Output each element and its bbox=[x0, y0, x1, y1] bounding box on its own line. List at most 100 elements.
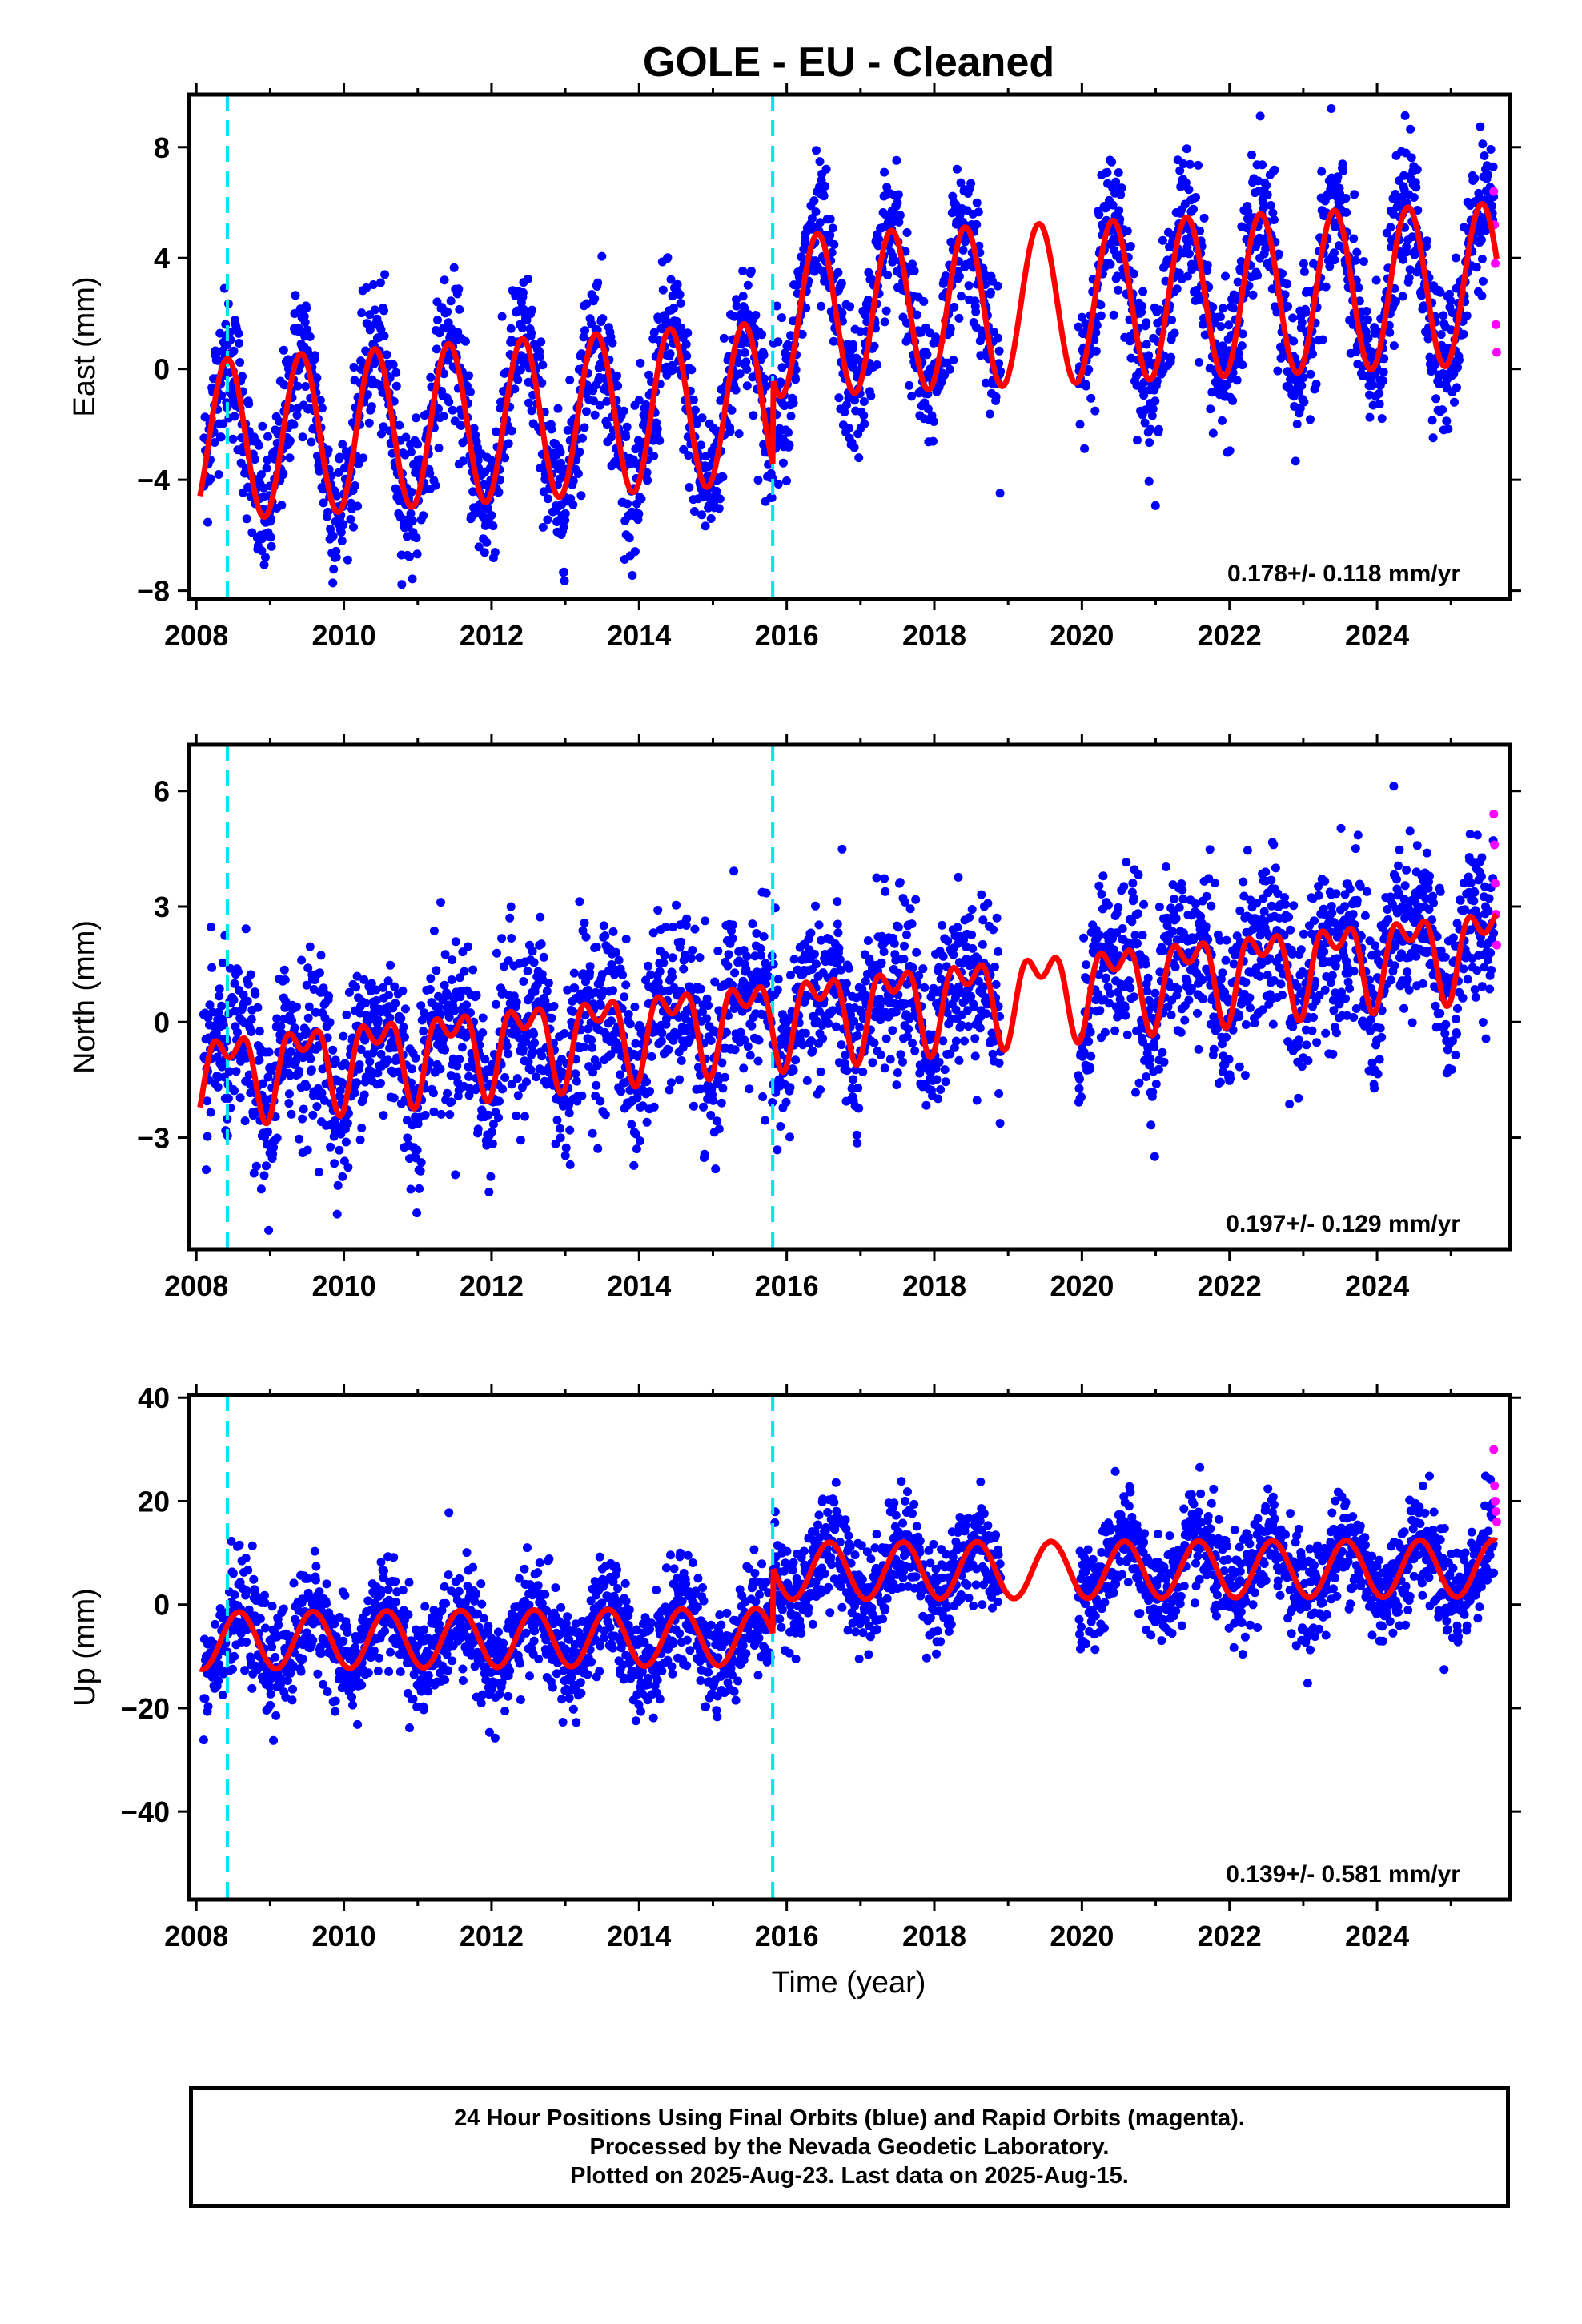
data-point bbox=[446, 296, 456, 306]
data-point bbox=[1446, 325, 1456, 335]
data-point bbox=[206, 1108, 215, 1117]
data-point bbox=[664, 1045, 673, 1055]
data-point bbox=[616, 1070, 625, 1080]
data-point bbox=[729, 866, 739, 876]
data-point bbox=[991, 392, 1001, 401]
data-point bbox=[893, 1068, 902, 1077]
data-point bbox=[529, 1030, 539, 1039]
data-point bbox=[413, 1119, 423, 1128]
data-point bbox=[1142, 340, 1151, 349]
data-point bbox=[801, 304, 811, 313]
data-point bbox=[854, 1104, 864, 1113]
data-point bbox=[623, 499, 632, 509]
data-point bbox=[234, 967, 243, 976]
data-point bbox=[298, 432, 307, 442]
data-point bbox=[580, 326, 589, 336]
data-point bbox=[978, 939, 987, 949]
data-point bbox=[960, 1036, 969, 1046]
data-point bbox=[1266, 201, 1275, 210]
data-point bbox=[343, 1108, 353, 1118]
data-point bbox=[934, 963, 944, 972]
data-point bbox=[1208, 303, 1218, 312]
data-point bbox=[426, 372, 436, 382]
data-point bbox=[532, 1072, 541, 1082]
data-point bbox=[379, 1111, 388, 1120]
data-point bbox=[908, 1039, 917, 1048]
data-point bbox=[643, 476, 652, 485]
data-point bbox=[740, 304, 749, 313]
data-point bbox=[344, 987, 354, 997]
data-point bbox=[655, 436, 665, 445]
data-point bbox=[483, 504, 492, 513]
data-point bbox=[371, 995, 381, 1005]
data-point bbox=[706, 1035, 716, 1045]
data-point bbox=[753, 1056, 763, 1066]
data-point bbox=[539, 487, 548, 497]
data-point bbox=[1398, 292, 1407, 301]
data-point bbox=[362, 319, 371, 328]
data-point bbox=[407, 487, 416, 497]
data-point bbox=[496, 475, 504, 485]
data-point bbox=[789, 398, 798, 408]
data-point bbox=[1339, 167, 1347, 175]
data-point bbox=[400, 1032, 409, 1042]
data-point bbox=[729, 920, 737, 930]
data-point bbox=[1139, 391, 1149, 400]
data-point bbox=[247, 1027, 256, 1036]
data-point bbox=[240, 1116, 250, 1126]
data-point bbox=[359, 1090, 369, 1100]
data-point bbox=[712, 486, 721, 496]
data-point bbox=[307, 1065, 316, 1075]
data-point bbox=[730, 1045, 740, 1055]
data-point bbox=[432, 966, 441, 975]
data-point bbox=[986, 287, 995, 297]
data-point bbox=[429, 926, 439, 935]
data-point bbox=[528, 947, 537, 956]
data-point bbox=[883, 271, 893, 279]
data-point bbox=[416, 1001, 426, 1011]
data-point bbox=[328, 532, 338, 541]
data-point bbox=[406, 1184, 416, 1194]
data-point bbox=[1478, 139, 1488, 149]
data-point bbox=[1247, 150, 1256, 159]
data-point bbox=[717, 1058, 727, 1068]
data-point bbox=[1189, 204, 1198, 214]
data-point bbox=[649, 452, 659, 460]
data-point bbox=[210, 438, 219, 447]
data-point bbox=[262, 1161, 271, 1171]
data-point bbox=[627, 1120, 636, 1129]
data-point bbox=[229, 995, 239, 1005]
data-point bbox=[259, 1079, 267, 1088]
data-point bbox=[1362, 307, 1371, 316]
data-point bbox=[259, 1171, 269, 1180]
data-point bbox=[439, 412, 448, 421]
data-point bbox=[863, 296, 873, 304]
data-point bbox=[816, 1085, 825, 1095]
data-point bbox=[845, 963, 853, 973]
data-point bbox=[1299, 267, 1309, 276]
data-point bbox=[809, 950, 819, 959]
data-point bbox=[974, 207, 983, 217]
data-point bbox=[1299, 397, 1309, 407]
data-point bbox=[894, 217, 904, 227]
data-point bbox=[711, 1164, 721, 1174]
data-point bbox=[504, 439, 513, 448]
data-point bbox=[464, 942, 472, 951]
data-point bbox=[512, 998, 521, 1007]
data-point bbox=[510, 384, 520, 394]
data-point bbox=[608, 927, 618, 936]
data-point bbox=[462, 1000, 471, 1010]
data-point bbox=[860, 419, 869, 428]
data-point bbox=[484, 1188, 494, 1196]
data-point bbox=[677, 323, 686, 332]
data-point bbox=[868, 1058, 877, 1068]
data-point bbox=[480, 548, 489, 557]
data-point bbox=[966, 991, 976, 1001]
data-point bbox=[259, 560, 269, 569]
data-point bbox=[272, 1014, 282, 1023]
data-point bbox=[1375, 388, 1384, 398]
data-point bbox=[845, 302, 855, 312]
data-point bbox=[203, 517, 212, 527]
data-point bbox=[739, 1063, 749, 1073]
data-point bbox=[302, 304, 311, 313]
